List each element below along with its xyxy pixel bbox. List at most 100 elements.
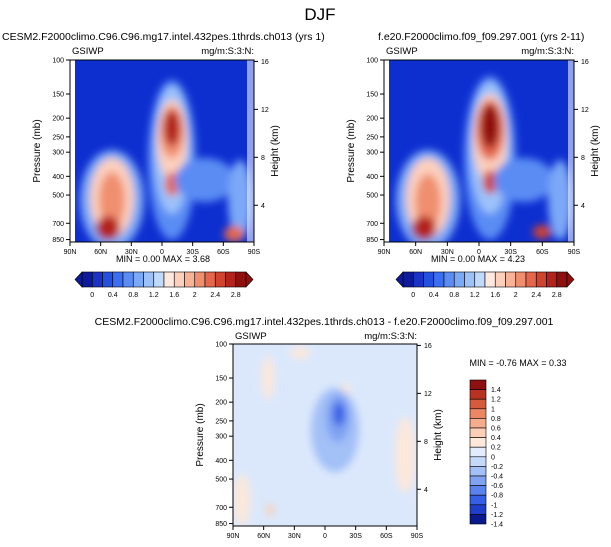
colorbar-swatch xyxy=(443,271,455,288)
y-tick-label: 850 xyxy=(366,237,378,244)
x-tick-label: 60S xyxy=(217,249,230,256)
y-tick-label: 300 xyxy=(366,150,378,157)
colorbar-swatch xyxy=(469,398,487,410)
panel-difference: CESM2.F2000climo.C96.C96.mg17.intel.432p… xyxy=(95,316,567,540)
y-tick-label: 150 xyxy=(366,92,378,99)
colorbar-label: -0.2 xyxy=(491,464,503,471)
colorbar-label: 2.8 xyxy=(231,292,241,299)
colorbar-swatch xyxy=(469,514,487,525)
colorbar-swatch xyxy=(515,271,527,288)
colorbar-swatch xyxy=(81,271,93,288)
colorbar-swatch xyxy=(494,271,506,288)
colorbar-label: 1.2 xyxy=(149,292,159,299)
y2-tick-label: 16 xyxy=(261,59,269,66)
panel-control-colorbar: 0 0.4 0.8 1.2 1.6 2 2.4 2.8 xyxy=(395,271,575,299)
x-tick-label: 60N xyxy=(409,249,422,256)
colorbar-swatch xyxy=(546,271,558,288)
colorbar-swatch xyxy=(484,271,496,288)
colorbar-label: 0.6 xyxy=(491,426,501,433)
colorbar-swatch xyxy=(402,271,414,288)
y-tick-label: 700 xyxy=(366,221,378,228)
y2-tick-label: 4 xyxy=(581,203,585,210)
y-tick-label: 400 xyxy=(366,174,378,181)
colorbar-label: -1 xyxy=(491,502,497,509)
colorbar-label: -0.8 xyxy=(491,493,503,500)
colorbar-swatch xyxy=(453,271,465,288)
y2-tick-label: 12 xyxy=(424,391,432,398)
colorbar-upper-arrow xyxy=(245,271,254,288)
panel-difference-variable: GSIWP xyxy=(235,331,267,342)
x-tick-label: 90N xyxy=(227,533,240,540)
panel-difference-axes: 90N 60N 30N 0 30S 60S 90S 100 150 200 250 300 400 500… xyxy=(195,342,444,541)
colorbar-swatch xyxy=(469,418,487,429)
y-tick-label: 500 xyxy=(52,193,64,200)
colorbar-label: 0.4 xyxy=(429,292,439,299)
panel-difference-plot-area xyxy=(233,344,417,526)
panel-control-missing-south xyxy=(568,60,574,242)
colorbar-label: 0.4 xyxy=(108,292,118,299)
y-tick-label: 100 xyxy=(366,58,378,65)
panel-difference-stats: MIN = -0.76 MAX = 0.33 xyxy=(469,358,566,368)
colorbar-swatch xyxy=(423,271,435,288)
colorbar-swatch xyxy=(469,408,487,419)
y-axis-label: Pressure (mb) xyxy=(195,403,206,466)
colorbar-label: -1.2 xyxy=(491,512,503,519)
panel-model-title: CESM2.F2000climo.C96.C96.mg17.intel.432p… xyxy=(2,31,325,43)
panel-model: CESM2.F2000climo.C96.C96.mg17.intel.432p… xyxy=(2,31,325,299)
y2-axis-label: Height (km) xyxy=(270,125,281,177)
y-tick-label: 100 xyxy=(215,342,227,349)
x-tick-label: 0 xyxy=(477,249,481,256)
y-tick-label: 250 xyxy=(215,418,227,425)
colorbar-swatch xyxy=(102,271,114,288)
x-tick-label: 90S xyxy=(568,249,581,256)
panel-difference-units: mg/m:S:3:N: xyxy=(364,331,417,342)
colorbar-label: 2.4 xyxy=(531,292,541,299)
colorbar-swatch xyxy=(464,271,476,288)
colorbar-label: 1.2 xyxy=(470,292,480,299)
colorbar-swatch xyxy=(474,271,486,288)
colorbar-swatch xyxy=(235,271,247,288)
y-tick-label: 150 xyxy=(52,92,64,99)
panel-difference-colorbar: 1.4 1.2 1 0.8 0.6 0.4 0.2 0 -0.2 -0.4 -0.6 -0.8 -1 -1… xyxy=(469,379,503,529)
y2-tick-label: 8 xyxy=(581,155,585,162)
y-tick-label: 250 xyxy=(52,134,64,141)
x-tick-label: 90N xyxy=(64,249,77,256)
y-tick-label: 400 xyxy=(52,174,64,181)
colorbar-label: -0.6 xyxy=(491,483,503,490)
x-tick-label: 60N xyxy=(94,249,107,256)
colorbar-label: 1.6 xyxy=(169,292,179,299)
colorbar-label: 1.6 xyxy=(490,292,500,299)
panel-control-field xyxy=(396,76,572,242)
x-tick-label: 30N xyxy=(441,249,454,256)
panel-model-plot-area xyxy=(70,60,254,242)
colorbar-swatch xyxy=(505,271,517,288)
x-tick-label: 0 xyxy=(160,249,164,256)
y2-axis-label: Height (km) xyxy=(590,125,601,177)
x-tick-label: 90S xyxy=(411,533,424,540)
colorbar-swatch xyxy=(469,389,487,400)
panel-model-units: mg/m:S:3:N: xyxy=(201,46,254,57)
colorbar-swatch xyxy=(469,379,487,390)
colorbar-upper-arrow xyxy=(566,271,575,288)
panel-model-colorbar: 0 0.4 0.8 1.2 1.6 2 2.4 2.8 xyxy=(74,271,254,299)
panel-control-units: mg/m:S:3:N: xyxy=(521,46,574,57)
panel-control-variable: GSIWP xyxy=(386,46,418,57)
colorbar-label: 2.4 xyxy=(210,292,220,299)
figure-title: DJF xyxy=(304,5,335,24)
colorbar-label: -0.4 xyxy=(491,474,503,481)
panel-difference-field xyxy=(234,347,415,526)
colorbar-label: 0 xyxy=(90,292,94,299)
y-tick-label: 300 xyxy=(215,434,227,441)
colorbar-swatch xyxy=(163,271,175,288)
y2-tick-label: 16 xyxy=(581,59,589,66)
y2-tick-label: 8 xyxy=(424,439,428,446)
panel-control: f.e20.F2000climo.f09_f09.297.001 (yrs 2-… xyxy=(346,31,601,299)
panel-difference-title: CESM2.F2000climo.C96.C96.mg17.intel.432p… xyxy=(95,316,554,328)
colorbar-swatch xyxy=(143,271,155,288)
y2-tick-label: 12 xyxy=(261,107,269,114)
colorbar-lower-arrow xyxy=(395,271,404,288)
colorbar-swatch xyxy=(204,271,216,288)
colorbar-swatch xyxy=(469,466,487,477)
panel-control-stats: MIN = 0.00 MAX = 4.23 xyxy=(431,254,525,264)
